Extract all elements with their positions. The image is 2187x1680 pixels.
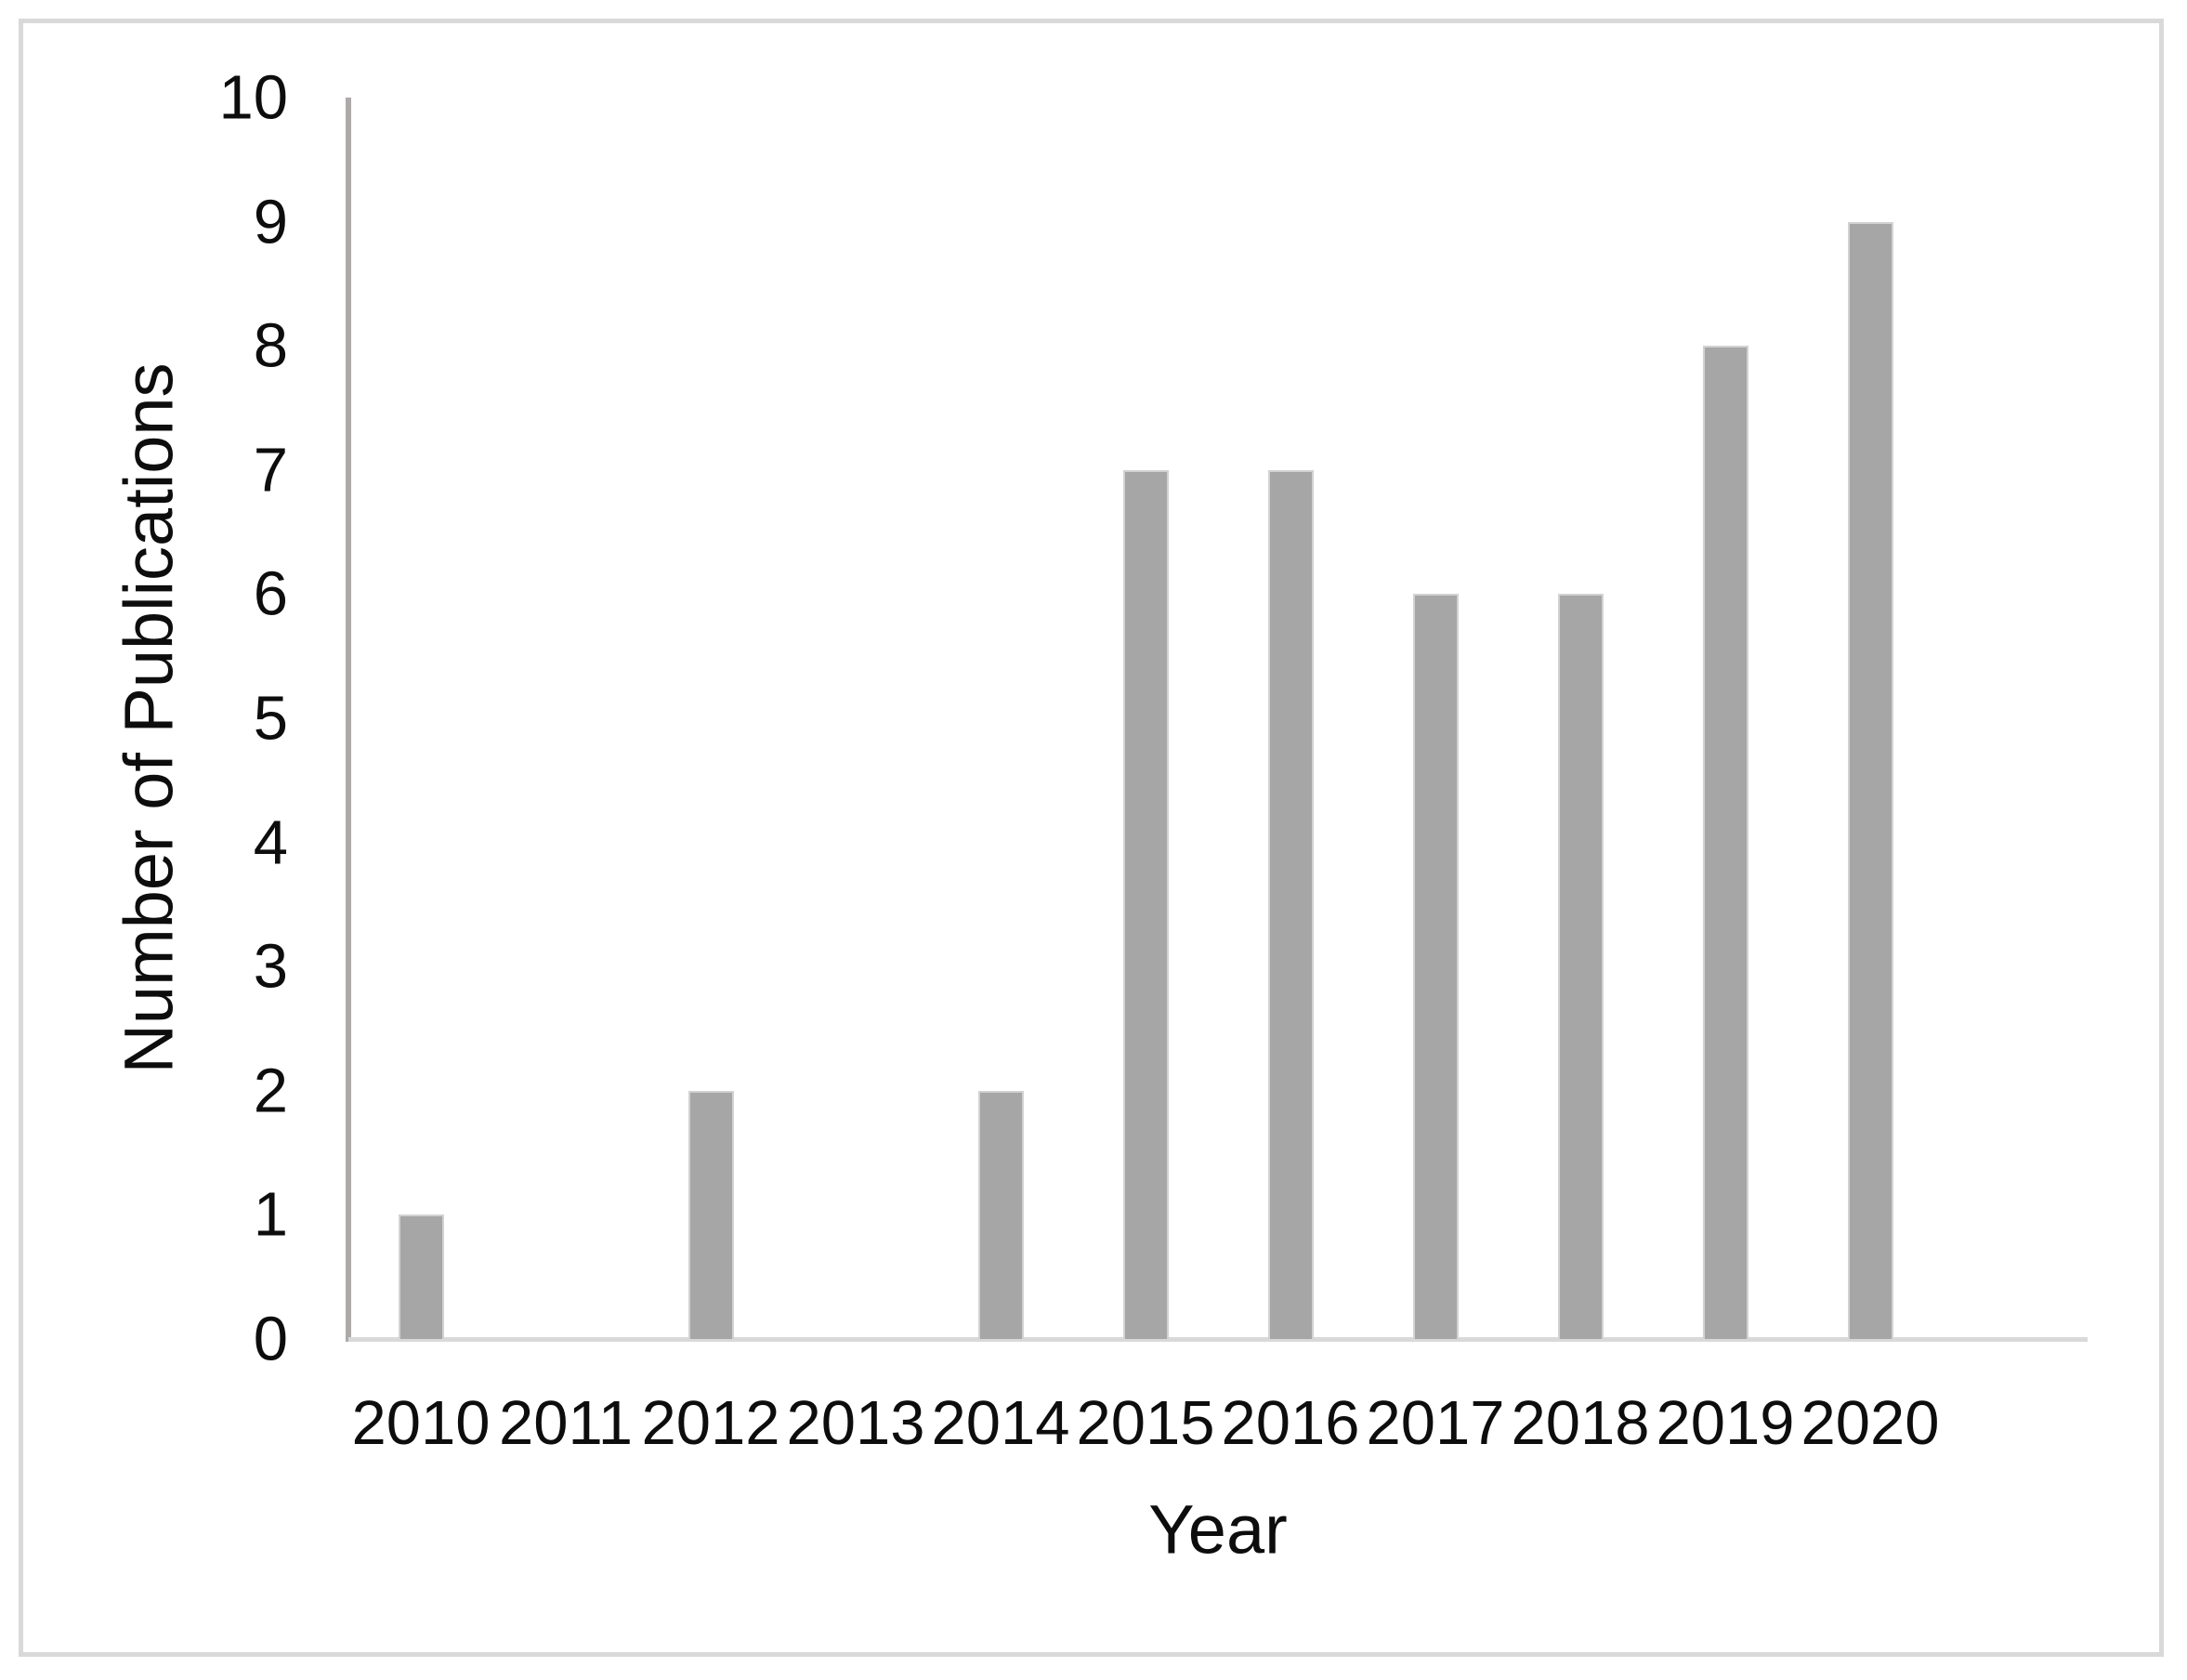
- y-tick-label-4: 4: [253, 807, 288, 878]
- x-tick-label-2017: 2017: [1366, 1388, 1505, 1458]
- y-tick-label-7: 7: [253, 435, 288, 505]
- x-axis-line: [348, 1337, 2088, 1342]
- x-tick-label-2016: 2016: [1221, 1388, 1360, 1458]
- bar-2017: [1412, 594, 1459, 1339]
- y-axis-line: [346, 98, 351, 1342]
- x-tick-label-2013: 2013: [786, 1388, 925, 1458]
- bar-2016: [1267, 469, 1314, 1339]
- bar-2019: [1702, 346, 1748, 1339]
- y-tick-label-1: 1: [253, 1179, 288, 1250]
- y-tick-label-8: 8: [253, 310, 288, 381]
- x-axis-title: Year: [1148, 1490, 1288, 1568]
- x-tick-label-2018: 2018: [1511, 1388, 1650, 1458]
- bar-2018: [1557, 594, 1604, 1339]
- y-tick-label-9: 9: [253, 187, 288, 257]
- bar-2015: [1122, 469, 1169, 1339]
- x-tick-label-2012: 2012: [641, 1388, 780, 1458]
- y-tick-label-10: 10: [218, 62, 288, 133]
- bar-2012: [688, 1090, 734, 1339]
- x-tick-label-2011: 2011: [498, 1388, 634, 1458]
- bar-2014: [977, 1090, 1024, 1339]
- y-tick-label-0: 0: [253, 1304, 288, 1374]
- bar-2010: [398, 1214, 444, 1339]
- x-tick-label-2014: 2014: [931, 1388, 1070, 1458]
- y-tick-label-5: 5: [253, 683, 288, 754]
- x-tick-label-2019: 2019: [1656, 1388, 1795, 1458]
- x-tick-label-2010: 2010: [351, 1388, 491, 1458]
- y-tick-label-6: 6: [253, 558, 288, 629]
- y-tick-label-3: 3: [253, 931, 288, 1002]
- x-tick-label-2015: 2015: [1076, 1388, 1215, 1458]
- x-tick-label-2020: 2020: [1801, 1388, 1940, 1458]
- y-tick-label-2: 2: [253, 1056, 288, 1126]
- bar-2020: [1847, 221, 1893, 1339]
